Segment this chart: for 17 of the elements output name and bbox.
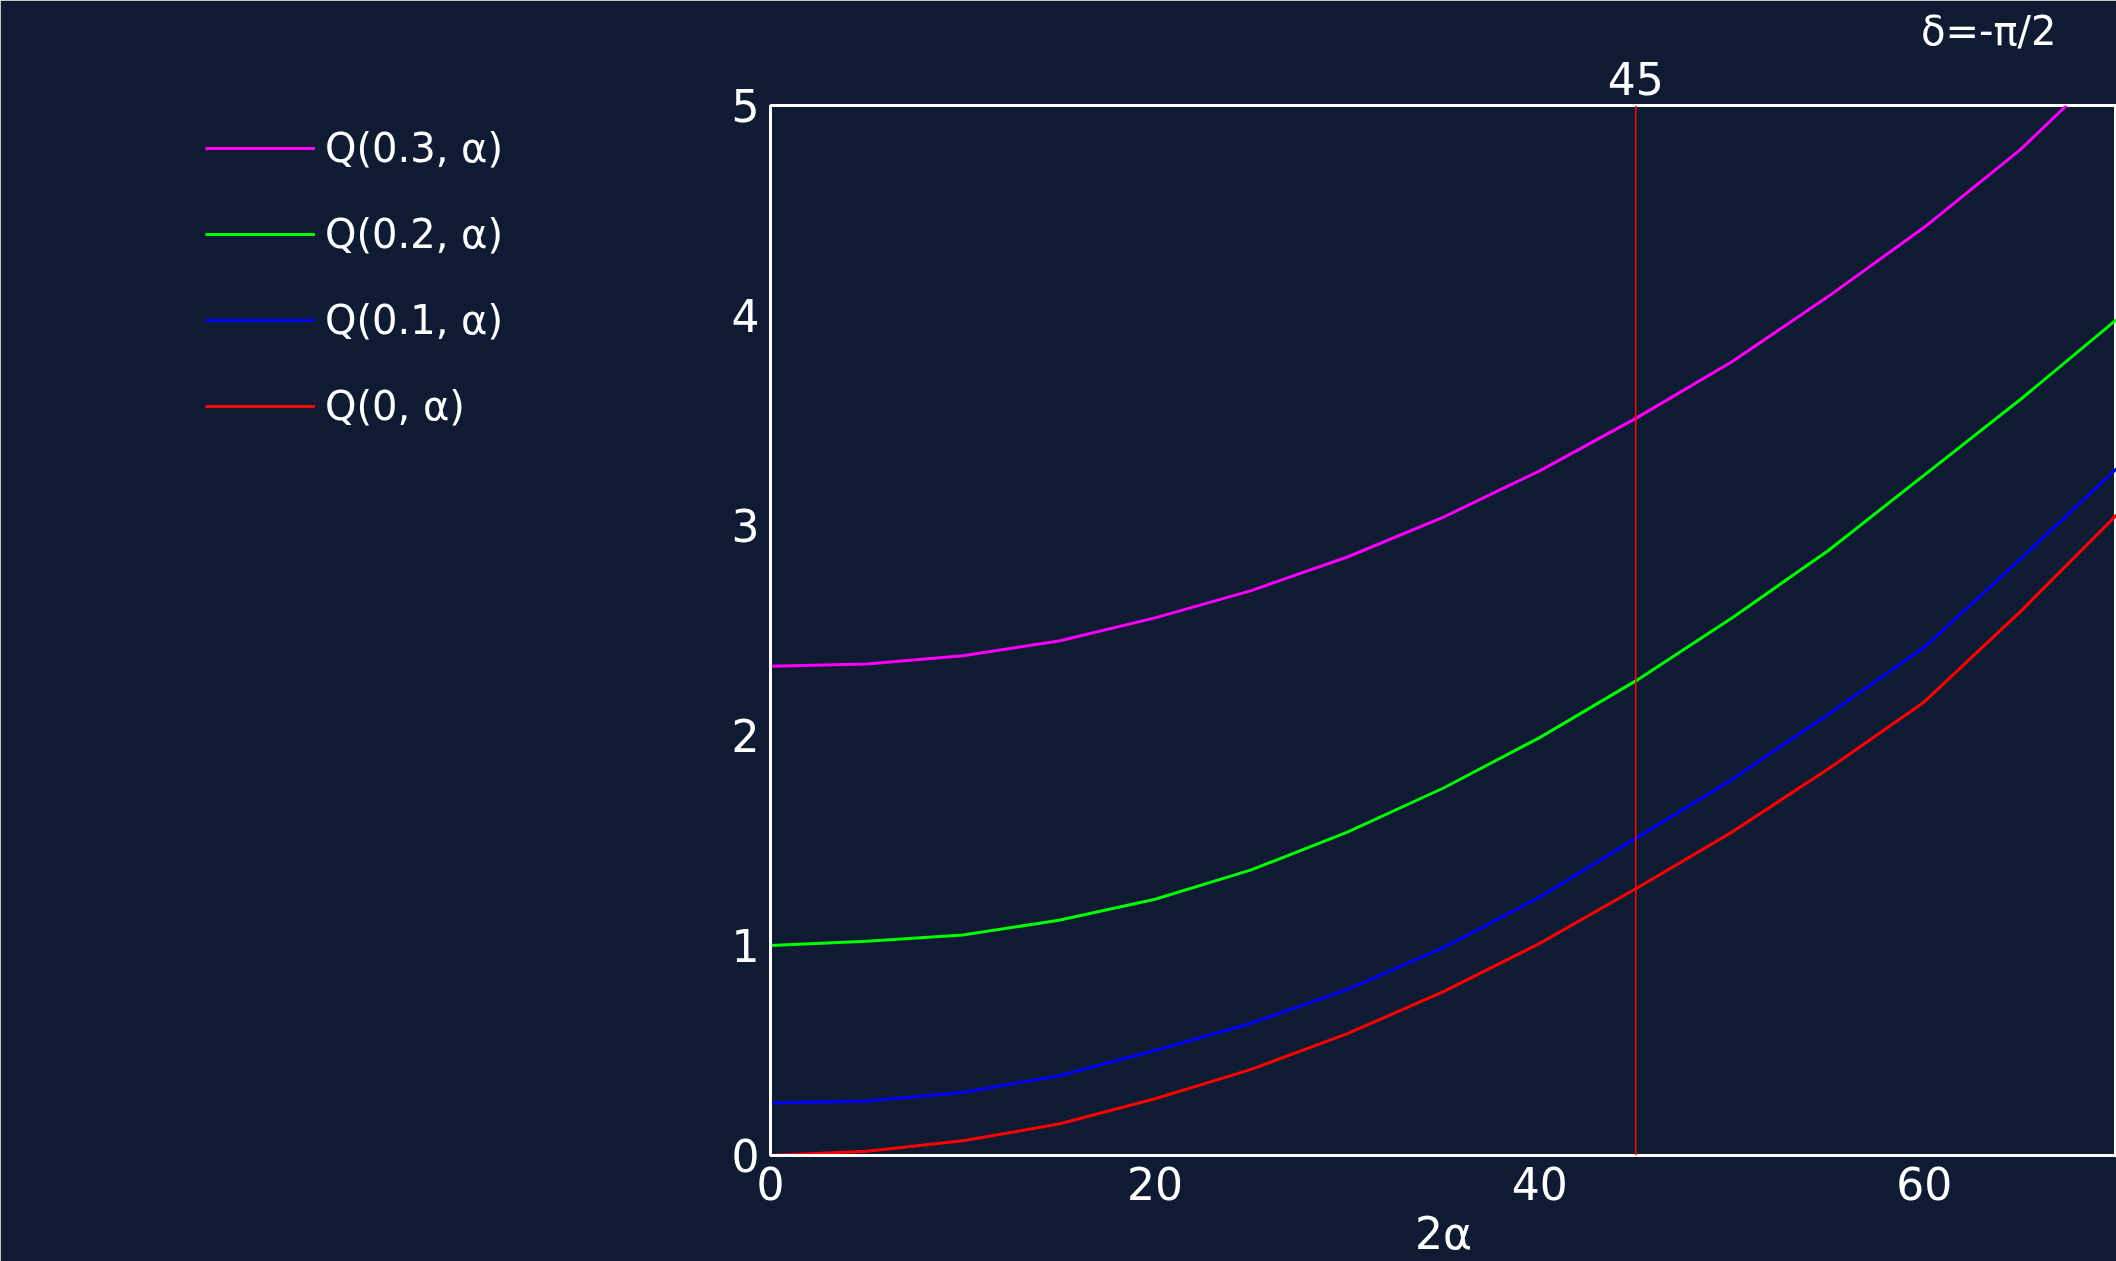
y-tick-label: 5 xyxy=(731,81,760,132)
y-tick-label: 1 xyxy=(731,921,760,972)
line-series xyxy=(770,105,2069,668)
legend-label: Q(0.1, α) xyxy=(324,297,504,343)
x-axis-title: 2α xyxy=(1415,1207,1472,1259)
x-tick-label: 60 xyxy=(1896,1158,1953,1210)
legend-label: Q(0, α) xyxy=(324,383,465,429)
y-tick-label: 3 xyxy=(731,501,760,552)
text: δ=-π/2 xyxy=(1921,7,2057,54)
line-series xyxy=(770,318,2116,947)
legend-label: Q(0.3, α) xyxy=(324,125,504,171)
y-tick-label: 2 xyxy=(731,711,760,762)
y-tick-label: 4 xyxy=(731,291,760,342)
ref-line-label: 45 xyxy=(1607,53,1664,105)
x-tick-label: 20 xyxy=(1127,1158,1184,1210)
x-tick-label: 40 xyxy=(1511,1158,1568,1210)
legend-label: Q(0.2, α) xyxy=(324,211,504,257)
